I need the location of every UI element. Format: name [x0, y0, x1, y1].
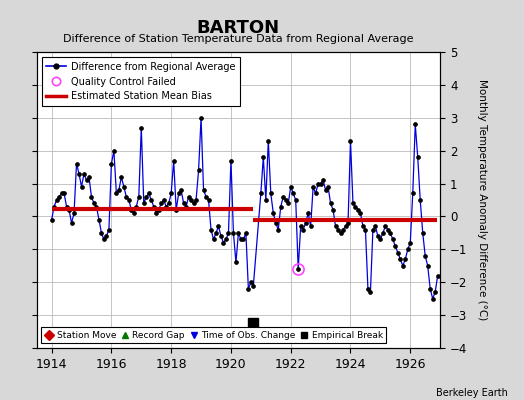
Y-axis label: Monthly Temperature Anomaly Difference (°C): Monthly Temperature Anomaly Difference (…	[477, 79, 487, 321]
Legend: Station Move, Record Gap, Time of Obs. Change, Empirical Break: Station Move, Record Gap, Time of Obs. C…	[41, 327, 386, 344]
Text: Berkeley Earth: Berkeley Earth	[436, 388, 508, 398]
Title: BARTON: BARTON	[197, 18, 280, 36]
Text: Difference of Station Temperature Data from Regional Average: Difference of Station Temperature Data f…	[63, 34, 413, 44]
